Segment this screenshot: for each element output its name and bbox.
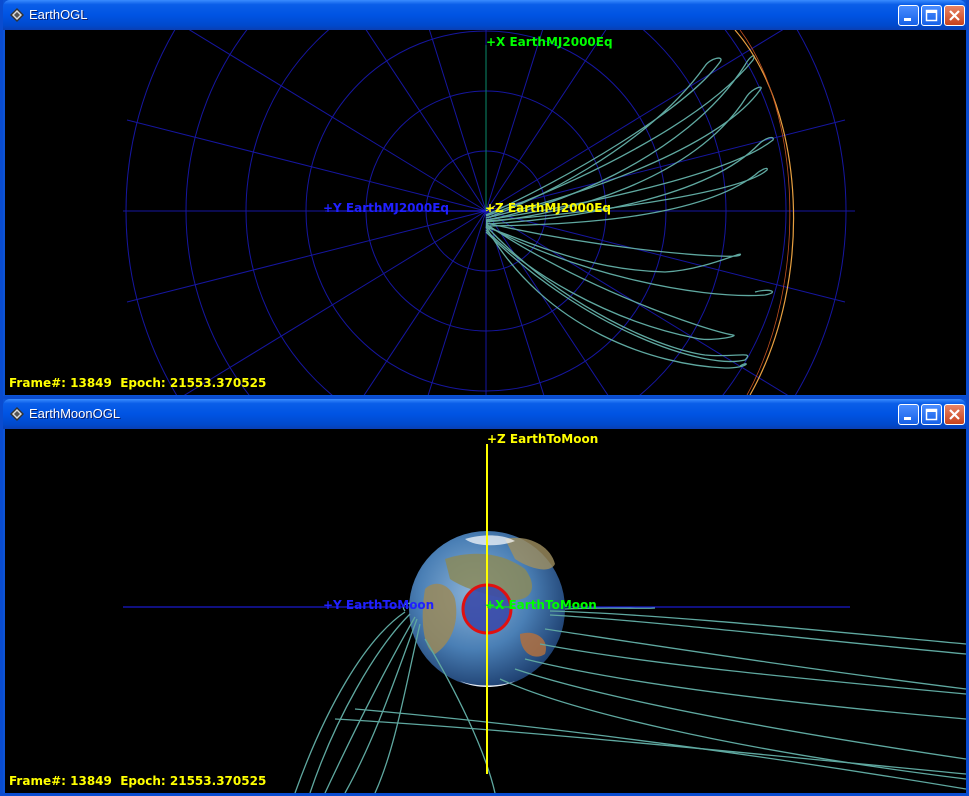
x-axis-label: +X EarthToMoon [485, 598, 597, 612]
close-button[interactable] [944, 404, 965, 425]
gmat-diamond-icon [10, 8, 24, 22]
minimize-icon [904, 18, 911, 21]
maximize-button[interactable] [921, 5, 942, 26]
gmat-diamond-icon [10, 407, 24, 421]
earth-moon-ogl-window: EarthMoonOGL [0, 399, 969, 796]
maximize-icon [925, 408, 938, 421]
y-axis-label: +Y EarthToMoon [323, 598, 435, 612]
earth-moon-ogl-viewport[interactable]: +Z EarthToMoon +Y EarthToMoon +X EarthTo… [5, 429, 966, 793]
earth-ogl-window: EarthOGL [0, 0, 969, 399]
moon-orbit-arc-inner [739, 30, 791, 395]
z-axis-label: +Z EarthToMoon [487, 432, 599, 446]
maximize-icon [925, 9, 938, 22]
z-axis-stub [485, 205, 496, 212]
minimize-icon [904, 417, 911, 420]
close-button[interactable] [944, 5, 965, 26]
z-axis-label: +Z EarthMJ2000Eq [485, 201, 612, 215]
y-axis-label: +Y EarthMJ2000Eq [323, 201, 450, 215]
status-readout: Frame#: 13849 Epoch: 21553.370525 [9, 376, 267, 390]
orbit-plot [123, 30, 855, 395]
minimize-button[interactable] [898, 5, 919, 26]
minimize-button[interactable] [898, 404, 919, 425]
moon-orbit-arc [734, 30, 795, 395]
status-readout: Frame#: 13849 Epoch: 21553.370525 [9, 774, 267, 788]
close-icon [949, 10, 960, 21]
close-icon [949, 409, 960, 420]
window-title: EarthMoonOGL [29, 406, 121, 421]
earth-ogl-viewport[interactable]: +X EarthMJ2000Eq +Y EarthMJ2000Eq +Z Ear… [5, 30, 966, 395]
x-axis-label: +X EarthMJ2000Eq [486, 35, 613, 49]
trajectory-curves [485, 55, 774, 369]
earth-moon-plot [123, 444, 966, 793]
window-titlebar[interactable]: EarthMoonOGL [3, 399, 966, 429]
maximize-button[interactable] [921, 404, 942, 425]
window-title: EarthOGL [29, 7, 88, 22]
trajectory-curves [294, 602, 966, 793]
window-titlebar[interactable]: EarthOGL [3, 0, 966, 30]
